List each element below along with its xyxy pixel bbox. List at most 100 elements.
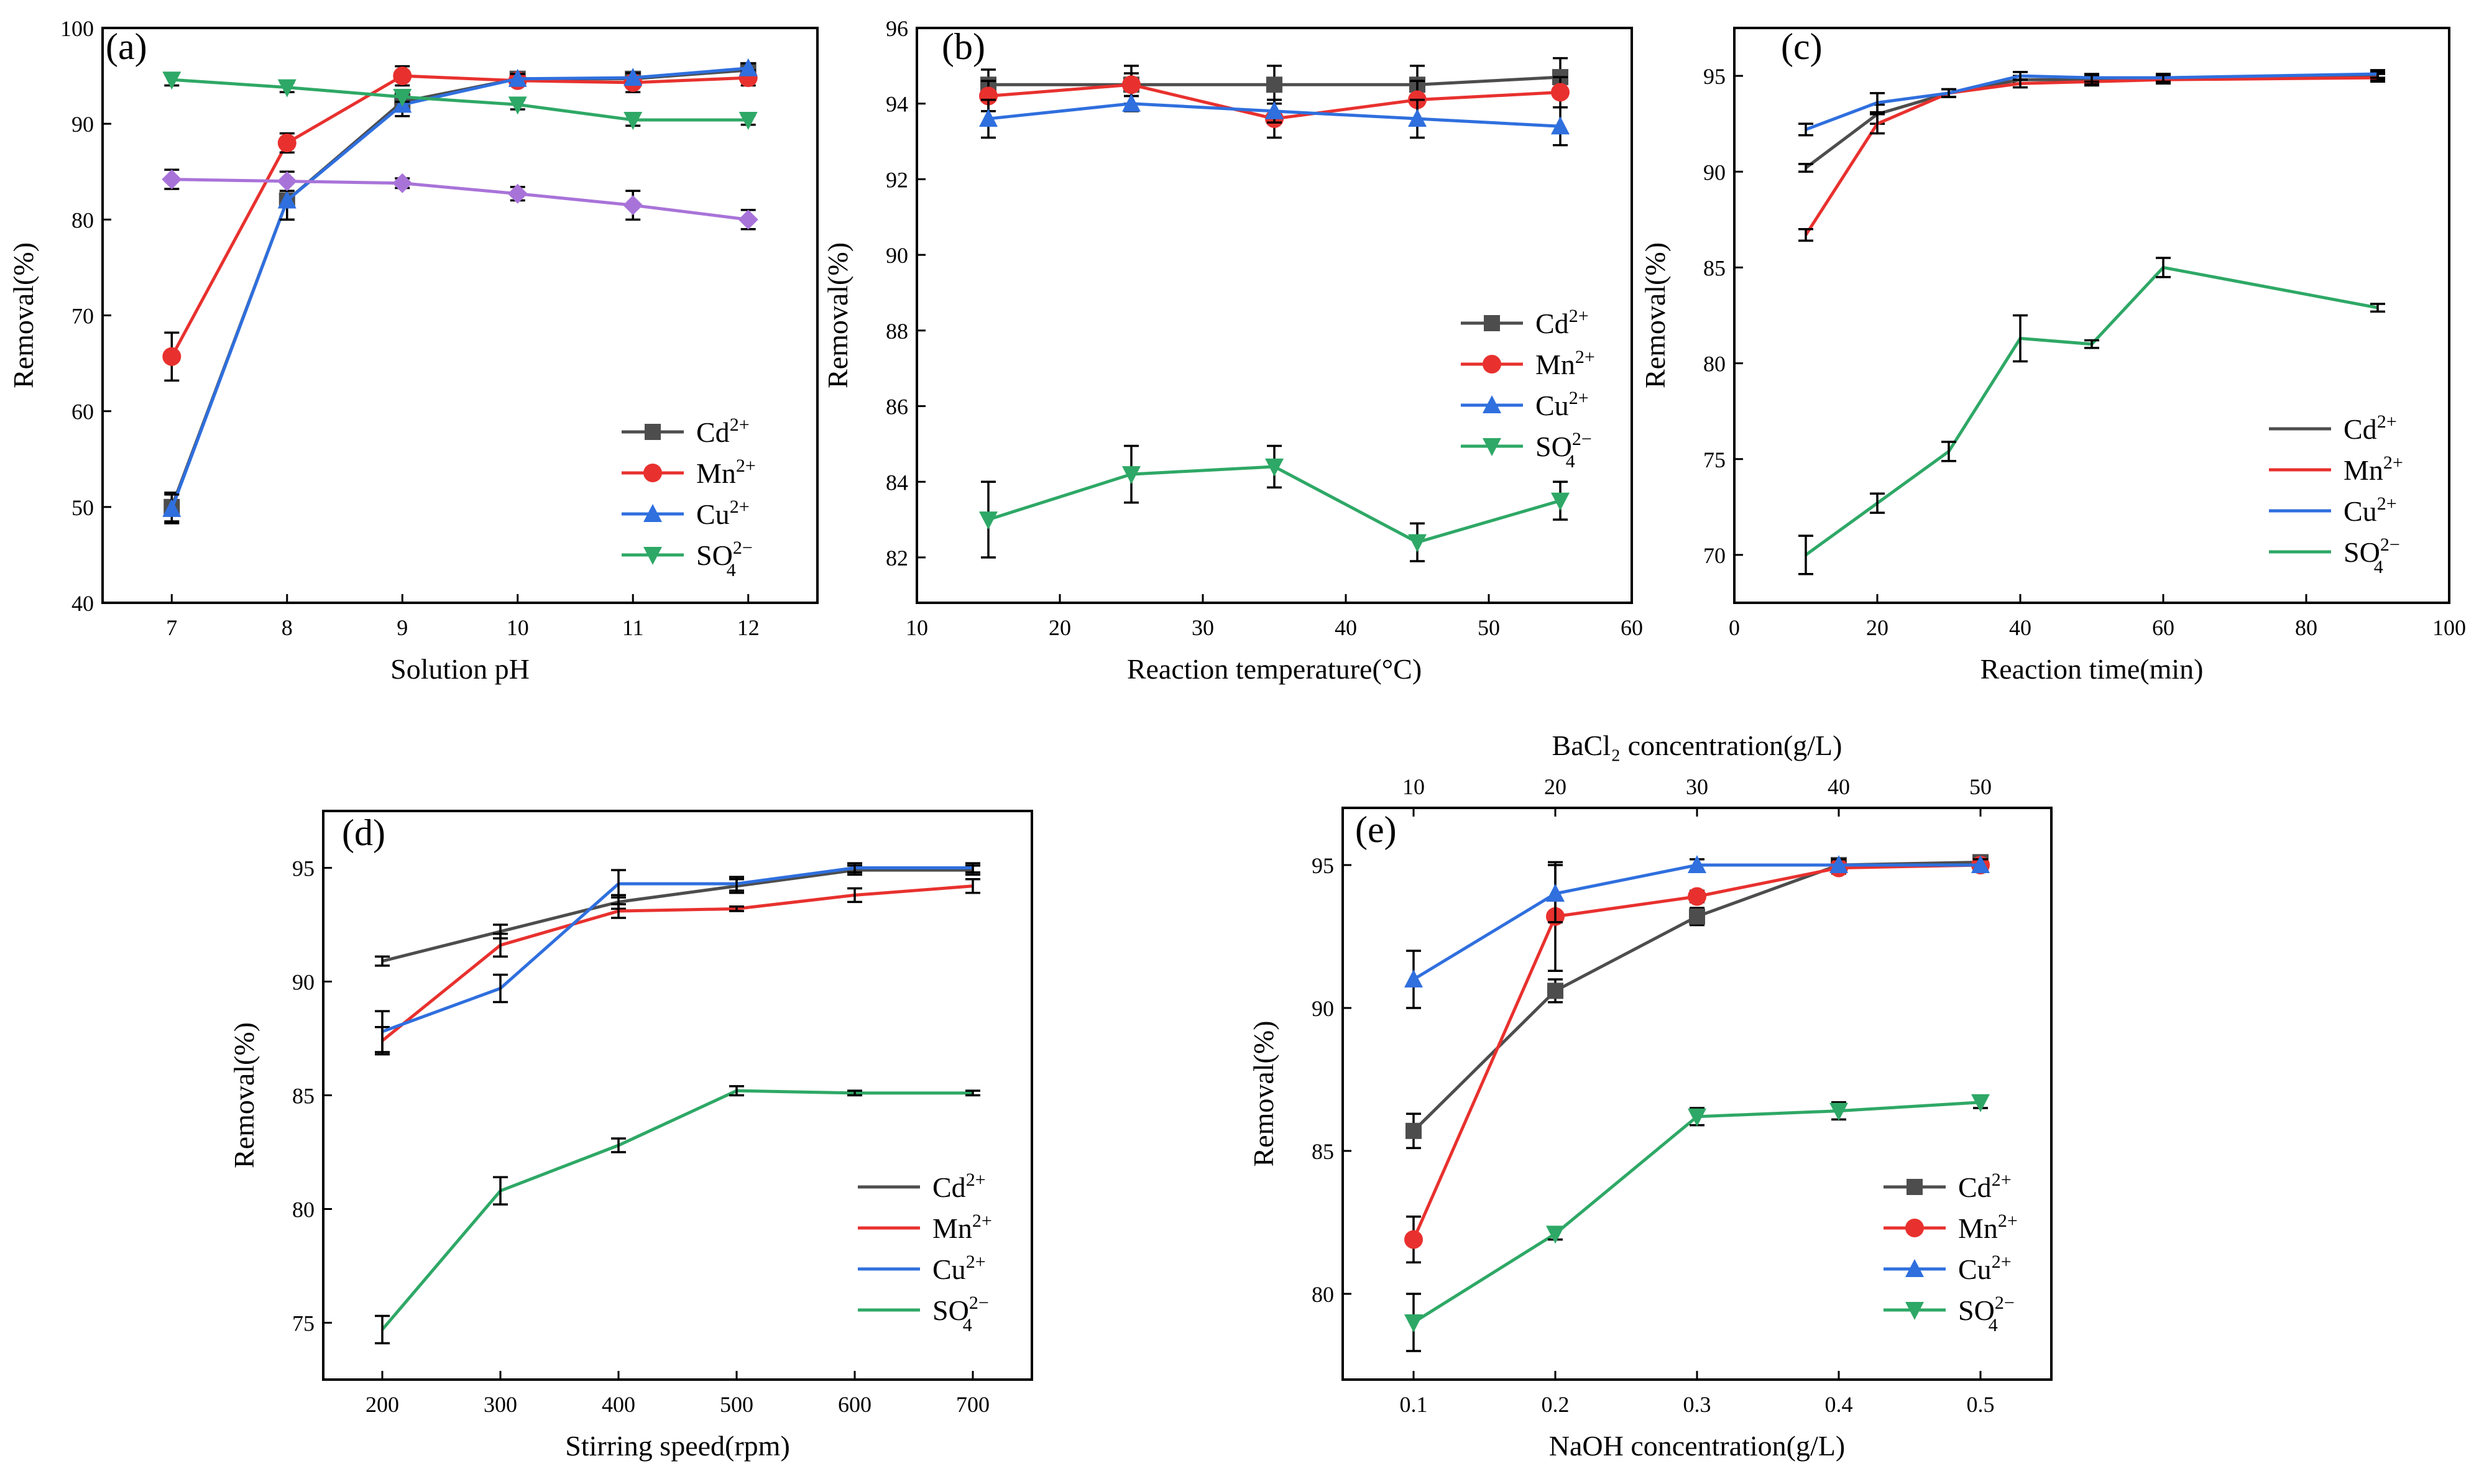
x-axis-title: Reaction temperature(°C) [1127,653,1422,685]
panel-c: 0 20 40 60 80 100 70 75 80 85 90 95 Reaction time(mi… [1639,26,2466,685]
x-tick-label: 0.3 [1683,1392,1711,1417]
data-point [1971,1094,1990,1112]
series-line [1805,74,2378,170]
x-tick-label: 80 [2295,615,2317,640]
x-tick-label: 8 [282,615,293,640]
y-tick-label: 75 [292,1311,315,1336]
data-point [393,89,412,107]
y-axis-title: Removal(%) [228,1022,260,1168]
x-tick-label: 12 [737,615,760,640]
y-axis-title: Removal(%) [1639,242,1671,388]
series-cd [375,864,980,967]
data-point [162,71,182,90]
y-tick-label: 88 [886,319,908,344]
legend-marker [643,547,662,565]
legend-subscript: 4 [2374,557,2383,577]
data-point [1122,75,1141,94]
y-tick-label: 70 [71,304,94,329]
y-tick-label: 90 [1312,996,1334,1021]
legend-label: SO2− 4 [2344,534,2400,577]
legend-charge: 2− [2380,534,2400,555]
data-point [979,511,998,530]
data-point [162,347,182,366]
legend-charge: 2− [1572,429,1592,449]
data-point [1688,887,1706,906]
x-tick-label: 0 [1729,615,1740,640]
x-tick-label: 7 [166,615,177,640]
data-point [1971,855,1990,873]
top-x-tick-label: 30 [1686,774,1708,799]
series-cu [375,862,980,1053]
x-tick-label: 400 [602,1392,635,1417]
y-tick-label: 82 [886,546,908,570]
data-point [1266,76,1282,93]
panel-a: 7 8 9 10 11 12 40 50 60 70 80 90 100 Solution pH Remov… [7,16,819,685]
y-tick-label: 84 [886,470,908,495]
x-tick-label: 0.2 [1542,1392,1570,1417]
legend-charge: 2+ [730,415,750,435]
x-axis-title: NaOH concentration(g/L) [1549,1430,1845,1462]
legend-marker [1483,395,1501,413]
y-tick-label: 94 [886,92,908,117]
data-point [507,183,528,204]
series-line [382,868,973,963]
panel-b: 10 20 30 40 50 60 82 84 86 88 90 92 94 96 Reaction tem… [822,16,1643,685]
data-point [1122,93,1141,112]
data-point [1408,109,1427,127]
series-line [381,1089,973,1331]
series-cu [162,58,758,524]
y-tick-label: 85 [292,1084,315,1109]
y-tick-label: 85 [1312,1139,1334,1164]
top-x-tick-label: 40 [1828,774,1850,799]
legend: Cd2+ Mn2+ Cu2+ SO2− 4 [1461,306,1595,472]
x-axis-title: Stirring speed(rpm) [565,1430,790,1462]
x-tick-label: 40 [1335,615,1357,640]
data-point [1404,969,1423,987]
panel-label: (b) [942,26,985,67]
data-point [1265,101,1284,119]
y-tick-label: 96 [886,16,908,41]
x-tick-label: 300 [484,1392,517,1417]
series-cu [1404,855,1990,1009]
y-tick-label: 86 [886,395,908,419]
top-x-tick-label: 50 [1969,774,1992,799]
legend-label: Mn2+ [932,1211,992,1244]
legend: Cd2+ Mn2+ Cu2+ SO2− 4 [622,415,756,580]
legend-label: SO2− 4 [1535,429,1592,472]
series-line [172,178,749,221]
data-point [1404,1230,1423,1249]
y-tick-label: 95 [1703,64,1726,89]
legend-label: Cd2+ [696,415,750,448]
x-tick-label: 20 [1866,615,1888,640]
legend-subscript: 4 [963,1315,972,1335]
y-tick-label: 95 [292,856,315,881]
legend-marker [1483,355,1501,373]
legend-charge: 2+ [2377,493,2397,514]
series-so [979,444,1570,562]
y-axis-title: Removal(%) [1248,1020,1279,1166]
legend: Cd2+ Mn2+ Cu2+ SO2− 4 [1884,1170,2018,1335]
top-x-tick-label: 20 [1544,774,1566,799]
x-tick-label: 11 [622,615,644,640]
legend-label: Cd2+ [1958,1170,2012,1203]
legend-marker [645,424,661,440]
data-point [1265,458,1284,477]
y-axis-title: Removal(%) [7,242,39,388]
x-axis-title: Solution pH [390,653,530,685]
data-point [277,79,297,98]
data-point [393,66,412,86]
x-tick-label: 500 [720,1392,753,1417]
plot-frame [916,27,1633,604]
x-tick-label: 600 [838,1392,872,1417]
y-tick-label: 85 [1703,255,1726,280]
data-point [738,209,758,230]
legend-label: Cu2+ [932,1252,986,1285]
legend-label: Cu2+ [1958,1252,2012,1285]
data-point [1551,492,1570,511]
series-line [1412,1101,1981,1324]
data-point [738,112,758,130]
series-line [170,68,748,508]
y-tick-label: 80 [292,1198,315,1222]
panel-e: 0.1 0.2 0.3 0.4 0.5 80 85 90 95 10 20 30 40 50 BaCl₂ c… [1248,730,2053,1462]
